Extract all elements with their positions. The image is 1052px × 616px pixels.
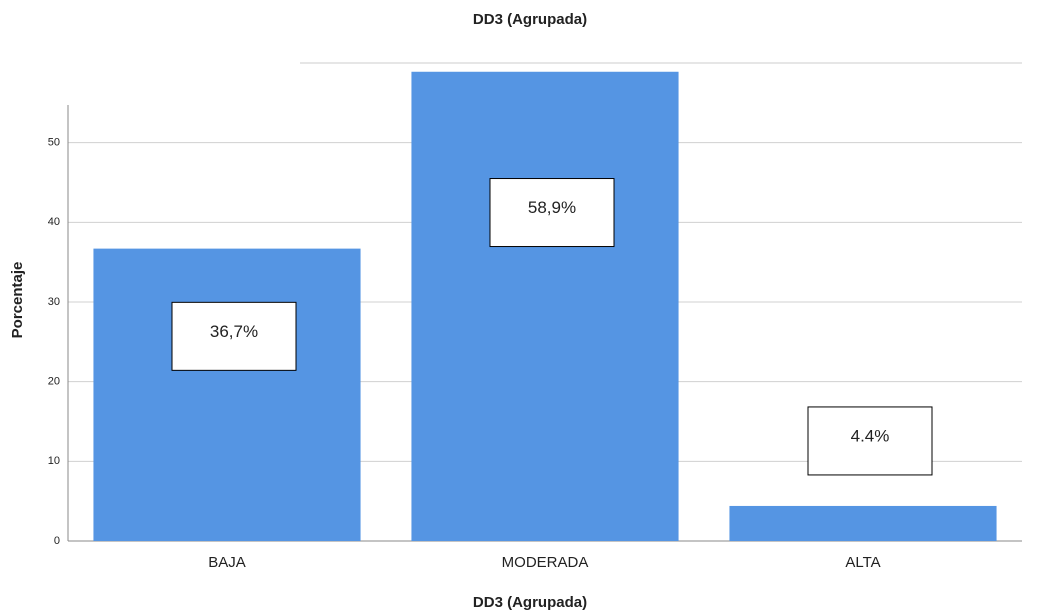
y-tick-label: 10 [48,455,60,467]
x-tick-label: MODERADA [502,554,589,571]
value-label: 4.4% [851,426,890,445]
y-tick-label: 20 [48,376,60,388]
bar [729,505,997,541]
x-tick-label: ALTA [845,554,880,571]
y-axis-label: Porcentaje [9,262,26,339]
y-tick-label: 30 [48,296,60,308]
y-tick-label: 0 [54,535,60,547]
y-tick-label: 40 [48,216,60,228]
y-tick-label: 50 [48,137,60,149]
value-label-box [489,178,615,248]
value-label: 36,7% [210,322,258,341]
chart-title: DD3 (Agrupada) [473,11,587,28]
value-label-box [807,406,933,476]
x-axis-label: DD3 (Agrupada) [473,594,587,611]
value-label-box [171,301,297,371]
bar [411,71,679,541]
x-tick-label: BAJA [208,554,246,571]
bar [93,248,361,541]
value-label: 58,9% [528,198,576,217]
